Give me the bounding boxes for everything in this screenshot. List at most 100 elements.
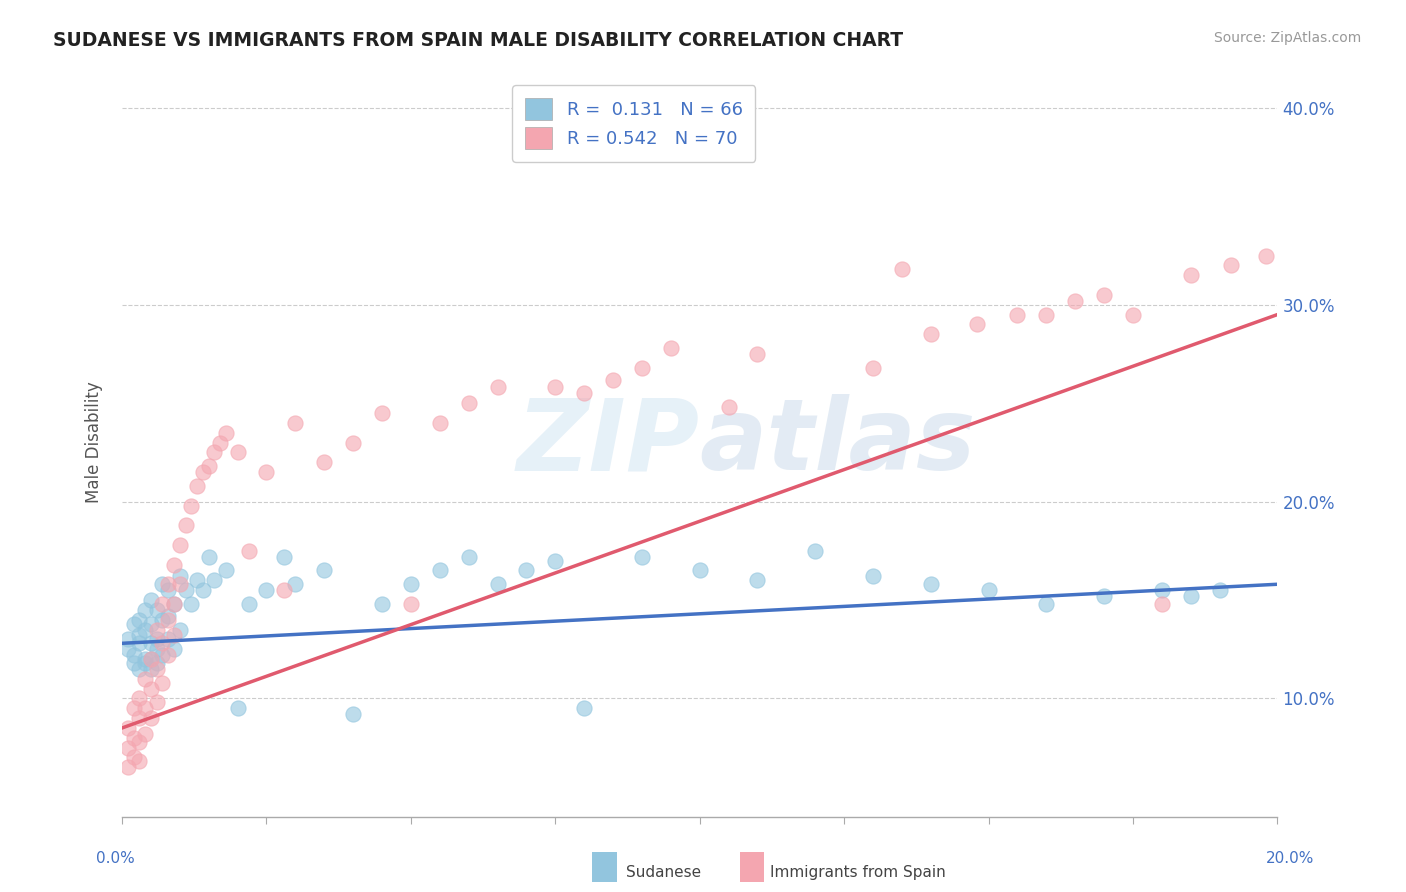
Point — [128, 755, 150, 769]
Text: 20.0%: 20.0% — [1267, 851, 1315, 865]
Text: ZIP: ZIP — [517, 394, 700, 491]
Point — [429, 564, 451, 578]
Point — [139, 711, 162, 725]
Point — [226, 701, 249, 715]
Point — [117, 760, 139, 774]
Point — [169, 569, 191, 583]
Point — [1035, 597, 1057, 611]
Point — [572, 386, 595, 401]
Point — [163, 597, 186, 611]
Point — [486, 380, 509, 394]
Point — [180, 499, 202, 513]
Point — [256, 465, 278, 479]
Text: Sudanese: Sudanese — [626, 865, 700, 880]
Point — [1180, 589, 1202, 603]
Point — [284, 416, 307, 430]
Point — [602, 372, 624, 386]
Point — [122, 648, 145, 662]
Point — [966, 318, 988, 332]
Point — [145, 642, 167, 657]
Point — [157, 648, 180, 662]
Point — [1092, 589, 1115, 603]
Point — [134, 701, 156, 715]
Point — [862, 360, 884, 375]
Point — [174, 518, 197, 533]
Point — [572, 701, 595, 715]
Point — [122, 731, 145, 745]
Point — [544, 554, 567, 568]
Point — [163, 642, 186, 657]
Point — [226, 445, 249, 459]
Point — [1220, 258, 1243, 272]
Point — [204, 445, 226, 459]
Point — [457, 396, 479, 410]
Point — [117, 721, 139, 735]
Point — [134, 652, 156, 666]
Point — [134, 656, 156, 670]
Point — [659, 341, 682, 355]
Point — [128, 662, 150, 676]
Point — [152, 597, 174, 611]
Point — [804, 543, 827, 558]
Point — [314, 455, 336, 469]
Point — [197, 549, 219, 564]
Point — [977, 583, 1000, 598]
Point — [128, 691, 150, 706]
Point — [747, 347, 769, 361]
Point — [139, 681, 162, 696]
Point — [544, 380, 567, 394]
Point — [152, 577, 174, 591]
Point — [122, 616, 145, 631]
Point — [139, 636, 162, 650]
Text: Immigrants from Spain: Immigrants from Spain — [770, 865, 946, 880]
Point — [215, 425, 238, 440]
Point — [342, 435, 364, 450]
Point — [157, 632, 180, 647]
Point — [145, 695, 167, 709]
Point — [117, 740, 139, 755]
Point — [134, 672, 156, 686]
Point — [134, 623, 156, 637]
Point — [186, 574, 208, 588]
Point — [890, 262, 912, 277]
Point — [215, 564, 238, 578]
Point — [1064, 293, 1087, 308]
Point — [145, 656, 167, 670]
Point — [157, 608, 180, 623]
Point — [152, 648, 174, 662]
Point — [128, 628, 150, 642]
Point — [163, 558, 186, 572]
Point — [169, 623, 191, 637]
Text: atlas: atlas — [700, 394, 976, 491]
Point — [163, 597, 186, 611]
Point — [117, 642, 139, 657]
Point — [152, 675, 174, 690]
Point — [145, 623, 167, 637]
Text: 0.0%: 0.0% — [96, 851, 135, 865]
Point — [152, 636, 174, 650]
Point — [139, 593, 162, 607]
Point — [157, 577, 180, 591]
Point — [689, 564, 711, 578]
Point — [515, 564, 537, 578]
Point — [1150, 583, 1173, 598]
Point — [134, 603, 156, 617]
Point — [191, 465, 214, 479]
Point — [134, 727, 156, 741]
Legend: R =  0.131   N = 66, R = 0.542   N = 70: R = 0.131 N = 66, R = 0.542 N = 70 — [512, 85, 755, 161]
Point — [457, 549, 479, 564]
Point — [117, 632, 139, 647]
Point — [157, 583, 180, 598]
Point — [631, 549, 654, 564]
Point — [429, 416, 451, 430]
Point — [122, 701, 145, 715]
Point — [1092, 288, 1115, 302]
Point — [139, 652, 162, 666]
Point — [1180, 268, 1202, 283]
Point — [920, 577, 942, 591]
Point — [1150, 597, 1173, 611]
Point — [152, 613, 174, 627]
Point — [273, 549, 295, 564]
Point — [399, 577, 422, 591]
Point — [920, 327, 942, 342]
